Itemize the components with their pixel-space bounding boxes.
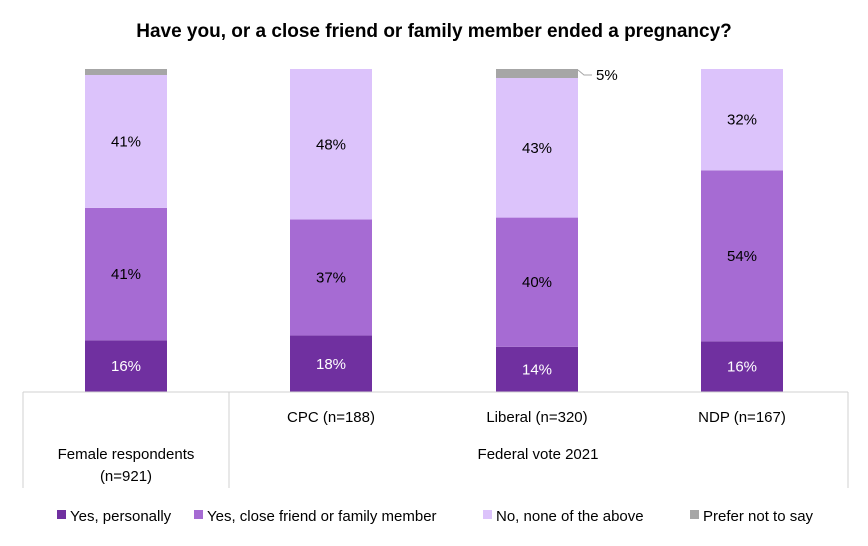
data-label: 40%	[522, 274, 552, 291]
data-label: 48%	[316, 136, 346, 153]
bar-segment	[290, 69, 372, 220]
legend-label: Yes, close friend or family member	[207, 508, 437, 525]
legend-swatch	[690, 510, 699, 519]
leader-line	[577, 69, 592, 76]
legend-label: Prefer not to say	[703, 508, 814, 525]
data-label: 37%	[316, 270, 346, 287]
bar-segment	[496, 78, 578, 218]
bar-segment	[85, 69, 167, 75]
data-label: 41%	[111, 266, 141, 283]
bar-segment	[85, 75, 167, 208]
data-label: 5%	[596, 67, 618, 84]
category-table: Female respondents (n=921) CPC (n=188) L…	[22, 391, 849, 488]
bar-segment	[701, 341, 783, 392]
legend-swatch	[57, 510, 66, 519]
bar-segment	[701, 170, 783, 342]
category-label: Liberal (n=320)	[486, 409, 587, 426]
data-label: 14%	[522, 361, 552, 378]
category-label: NDP (n=167)	[698, 409, 786, 426]
legend-label: No, none of the above	[496, 508, 644, 525]
bar-segment	[290, 219, 372, 336]
data-label: 16%	[111, 358, 141, 375]
chart-title: Have you, or a close friend or family me…	[136, 21, 732, 42]
data-label: 32%	[727, 112, 757, 129]
bar-segment	[496, 69, 578, 78]
category-label: Female respondents	[58, 446, 195, 463]
data-label: 18%	[316, 356, 346, 373]
bar-segment	[496, 346, 578, 392]
data-label: 54%	[727, 248, 757, 265]
data-label: 16%	[727, 359, 757, 376]
legend: Yes, personally Yes, close friend or fami…	[57, 508, 814, 525]
legend-swatch	[194, 510, 203, 519]
bar-segment	[85, 207, 167, 341]
data-label: 43%	[522, 140, 552, 157]
legend-swatch	[483, 510, 492, 519]
data-label: 41%	[111, 133, 141, 150]
group-label: Federal vote 2021	[478, 446, 599, 463]
bar-segment	[496, 217, 578, 347]
category-label: CPC (n=188)	[287, 409, 375, 426]
legend-label: Yes, personally	[70, 508, 172, 525]
category-label: (n=921)	[100, 468, 152, 485]
bar-segment	[85, 340, 167, 392]
bar-segment	[290, 335, 372, 392]
bar-segment	[701, 69, 783, 171]
